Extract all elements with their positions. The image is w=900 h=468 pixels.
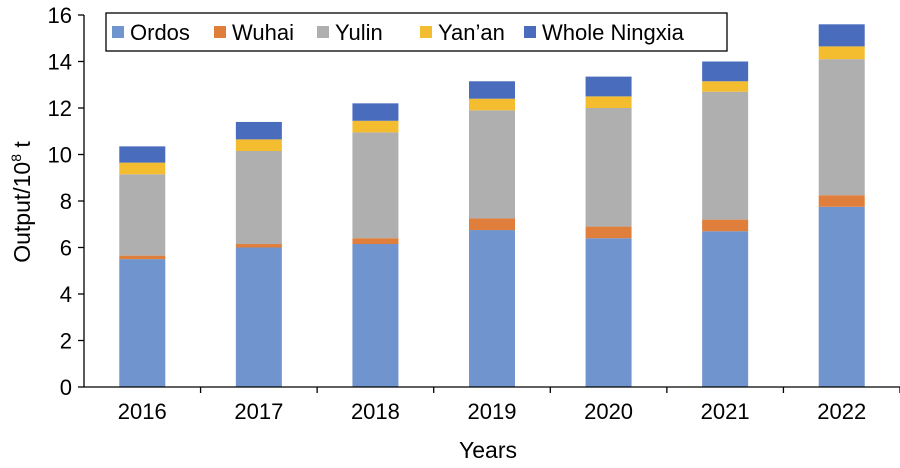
y-axis-title: Output/108 t xyxy=(8,141,35,263)
bar-segment-wuhai xyxy=(818,195,865,207)
bar-segment-yulin xyxy=(818,59,865,196)
legend-label: Yan’an xyxy=(438,20,505,45)
bar-segment-yan-an xyxy=(585,96,632,108)
y-ticks: 0 2 4 6 8 10 12 14 16 xyxy=(48,3,84,400)
legend-swatch xyxy=(317,26,329,38)
bar-segment-ordos xyxy=(469,230,515,387)
y-tick-label: 8 xyxy=(60,189,72,214)
bar-segment-ordos xyxy=(235,247,282,387)
bar-segment-whole-ningxia xyxy=(469,81,515,99)
y-axis-title-main: Output/10 xyxy=(9,162,35,263)
bar-segment-yulin xyxy=(469,110,515,219)
y-axis-title-superscript: 8 xyxy=(8,154,24,162)
x-tick-label: 2017 xyxy=(234,399,283,424)
legend-swatch xyxy=(420,26,432,38)
y-tick-label: 2 xyxy=(60,329,72,354)
bar-segment-whole-ningxia xyxy=(818,24,865,47)
x-tick-label: 2020 xyxy=(584,399,633,424)
legend-frame xyxy=(105,12,728,52)
bar-segment-wuhai xyxy=(235,244,282,248)
bar-segment-whole-ningxia xyxy=(235,121,282,140)
legend-label: Yulin xyxy=(335,20,383,45)
bar-segment-yan-an xyxy=(469,98,515,111)
bar-segment-ordos xyxy=(818,206,865,387)
bar-segment-wuhai xyxy=(702,219,749,232)
x-tick-label: 2018 xyxy=(351,399,400,424)
bar-segment-ordos xyxy=(585,238,632,387)
y-tick-label: 16 xyxy=(48,3,72,28)
y-tick-label: 6 xyxy=(60,236,72,261)
x-tick-label: 2022 xyxy=(817,399,866,424)
x-tick-label: 2019 xyxy=(468,399,517,424)
bar-segment-ordos xyxy=(702,231,749,387)
x-tick-label: 2021 xyxy=(701,399,750,424)
legend-swatch xyxy=(214,26,226,38)
bar-segment-yan-an xyxy=(702,81,749,92)
bar-segment-ordos xyxy=(352,244,399,387)
bar-segment-yulin xyxy=(585,108,632,227)
bar-segment-wuhai xyxy=(585,226,632,239)
bar-segment-wuhai xyxy=(469,218,515,231)
bar-segment-wuhai xyxy=(352,238,399,245)
bar-segment-whole-ningxia xyxy=(119,146,166,163)
bar-segment-yulin xyxy=(352,132,399,239)
y-tick-label: 0 xyxy=(60,375,72,400)
y-tick-label: 14 xyxy=(48,50,72,75)
bar-segment-yulin xyxy=(235,151,282,245)
x-ticks: 2016 2017 2018 2019 2020 2021 2022 xyxy=(118,387,900,424)
y-tick-label: 12 xyxy=(48,96,72,121)
bar-segment-whole-ningxia xyxy=(352,103,399,121)
x-axis-title: Years xyxy=(459,437,517,463)
y-axis-title-unit: t xyxy=(9,141,35,154)
bar-segment-wuhai xyxy=(119,255,166,260)
bar-segment-yan-an xyxy=(119,162,166,175)
bar-segment-yan-an xyxy=(818,46,865,60)
y-tick-label: 10 xyxy=(48,143,72,168)
legend-swatch xyxy=(112,26,124,38)
legend-label: Ordos xyxy=(130,20,190,45)
bar-segment-yan-an xyxy=(235,139,282,152)
bar-segment-yulin xyxy=(702,91,749,220)
bar-segment-whole-ningxia xyxy=(702,61,749,82)
bar-segment-ordos xyxy=(119,259,166,387)
legend-label: Whole Ningxia xyxy=(542,20,685,45)
legend-swatch xyxy=(524,26,536,38)
y-tick-label: 4 xyxy=(60,282,72,307)
bars-layer xyxy=(119,24,865,387)
x-tick-label: 2016 xyxy=(118,399,167,424)
bar-segment-yan-an xyxy=(352,120,399,133)
legend: Ordos Wuhai Yulin Yan’an Whole Ningxia xyxy=(105,12,728,52)
bar-segment-whole-ningxia xyxy=(585,76,632,97)
bar-segment-yulin xyxy=(119,174,166,256)
legend-label: Wuhai xyxy=(232,20,294,45)
